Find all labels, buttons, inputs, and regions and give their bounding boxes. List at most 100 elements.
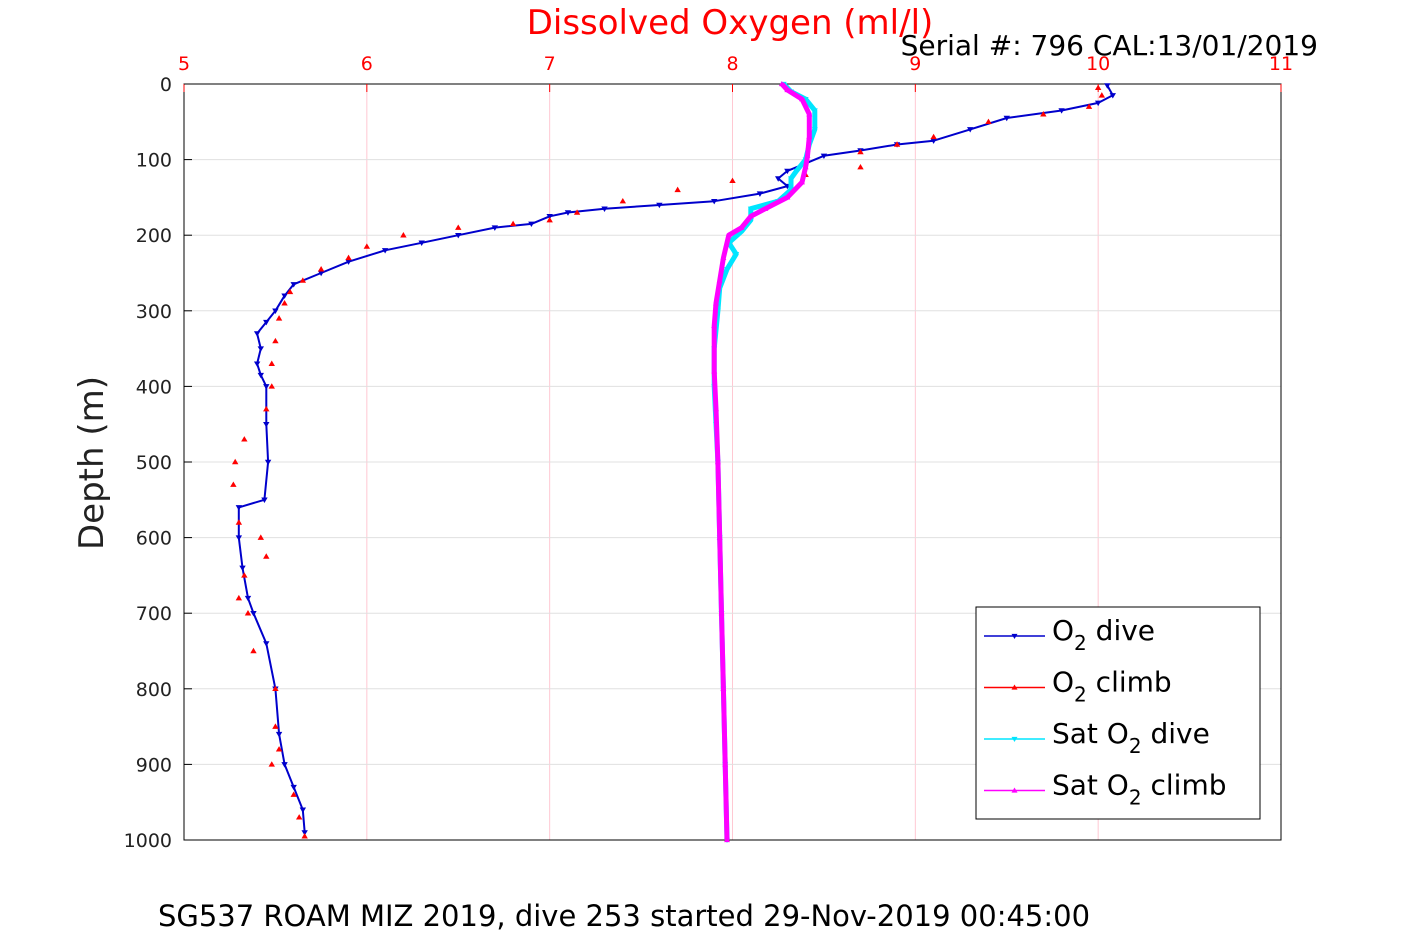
data-point (1003, 115, 1010, 122)
data-point (281, 293, 288, 299)
data-point (272, 308, 279, 314)
data-point (1109, 93, 1116, 99)
data-point (263, 641, 270, 647)
data-point (275, 731, 283, 738)
data-point (491, 225, 499, 231)
y-tick-label: 700 (136, 603, 172, 625)
data-point (257, 346, 264, 352)
data-point (930, 138, 937, 144)
data-point (363, 243, 371, 249)
data-point (299, 807, 307, 813)
data-point (272, 723, 279, 729)
y-tick-label: 800 (136, 679, 172, 701)
data-point (720, 254, 727, 260)
data-point (784, 194, 791, 200)
data-point (775, 176, 782, 182)
data-point (798, 179, 805, 185)
data-point (290, 282, 297, 288)
x-tick-label: 11 (1269, 53, 1293, 75)
data-point (966, 127, 974, 133)
data-point (528, 221, 535, 228)
data-point (601, 206, 608, 212)
data-point (345, 259, 352, 265)
legend-label-prefix: O (1052, 614, 1074, 647)
y-tick-label: 400 (136, 376, 172, 398)
data-point (239, 565, 246, 572)
data-point (235, 505, 243, 511)
data-point (784, 87, 791, 93)
legend-label-suffix: dive (1142, 717, 1210, 750)
data-point (275, 746, 283, 752)
data-point (1058, 108, 1065, 114)
data-point (455, 232, 462, 239)
data-point (747, 206, 754, 212)
data-point (724, 837, 731, 843)
data-point (711, 198, 718, 205)
legend-label: O2 climb (1052, 666, 1172, 707)
series-layer (230, 81, 1116, 843)
legend-label-subscript: 2 (1129, 734, 1142, 758)
x-axis-ticks: 5 6 7 8 9 10 11 (178, 53, 1293, 92)
series-0 (235, 83, 1116, 836)
data-point (250, 647, 257, 654)
data-point (893, 141, 901, 147)
legend-label-prefix: O (1052, 666, 1074, 699)
data-point (546, 214, 553, 220)
data-point (244, 610, 252, 616)
data-point (1094, 84, 1102, 91)
data-point (272, 337, 279, 344)
data-point (802, 164, 809, 170)
data-point (985, 118, 992, 125)
data-point (811, 127, 818, 133)
data-point (275, 315, 283, 321)
y-tick-label: 900 (136, 754, 172, 776)
data-point (263, 553, 270, 559)
data-point (820, 153, 828, 160)
data-point (281, 300, 288, 306)
data-point (738, 224, 745, 230)
data-point (857, 148, 864, 155)
data-point (806, 111, 813, 117)
data-point (268, 360, 275, 366)
data-point (713, 406, 720, 412)
data-point (301, 833, 308, 839)
data-point (509, 220, 517, 227)
data-point (714, 459, 721, 465)
y-tick-label: 100 (136, 150, 172, 172)
data-point (1104, 83, 1111, 89)
data-point (1094, 100, 1102, 107)
data-point (793, 168, 800, 174)
data-point (711, 322, 718, 329)
legend-label: O2 dive (1052, 614, 1155, 655)
series-3 (711, 81, 813, 843)
legend-swatch-marker (1011, 736, 1018, 742)
data-point (301, 830, 308, 836)
x-tick-label: 9 (909, 53, 921, 75)
data-point (400, 232, 407, 238)
y-tick-label: 600 (136, 528, 172, 550)
data-point (381, 248, 389, 254)
legend-label-suffix: climb (1142, 769, 1227, 802)
data-point (720, 685, 727, 691)
data-point (1098, 92, 1106, 98)
x-tick-label: 7 (544, 53, 556, 75)
legend-label-suffix: climb (1087, 666, 1172, 699)
data-point (263, 421, 270, 428)
legend-label-subscript: 2 (1129, 786, 1142, 810)
data-point (455, 224, 462, 230)
data-point (268, 761, 275, 767)
data-point (250, 610, 257, 617)
data-point (317, 266, 325, 272)
data-point (257, 372, 264, 379)
data-point (711, 368, 718, 374)
data-point (230, 481, 237, 487)
data-point (857, 163, 864, 170)
x-tick-label: 8 (726, 53, 738, 75)
data-point (725, 232, 732, 238)
data-point (619, 197, 626, 204)
data-point (418, 240, 425, 246)
data-point (788, 176, 795, 182)
y-tick-label: 1000 (124, 830, 172, 852)
